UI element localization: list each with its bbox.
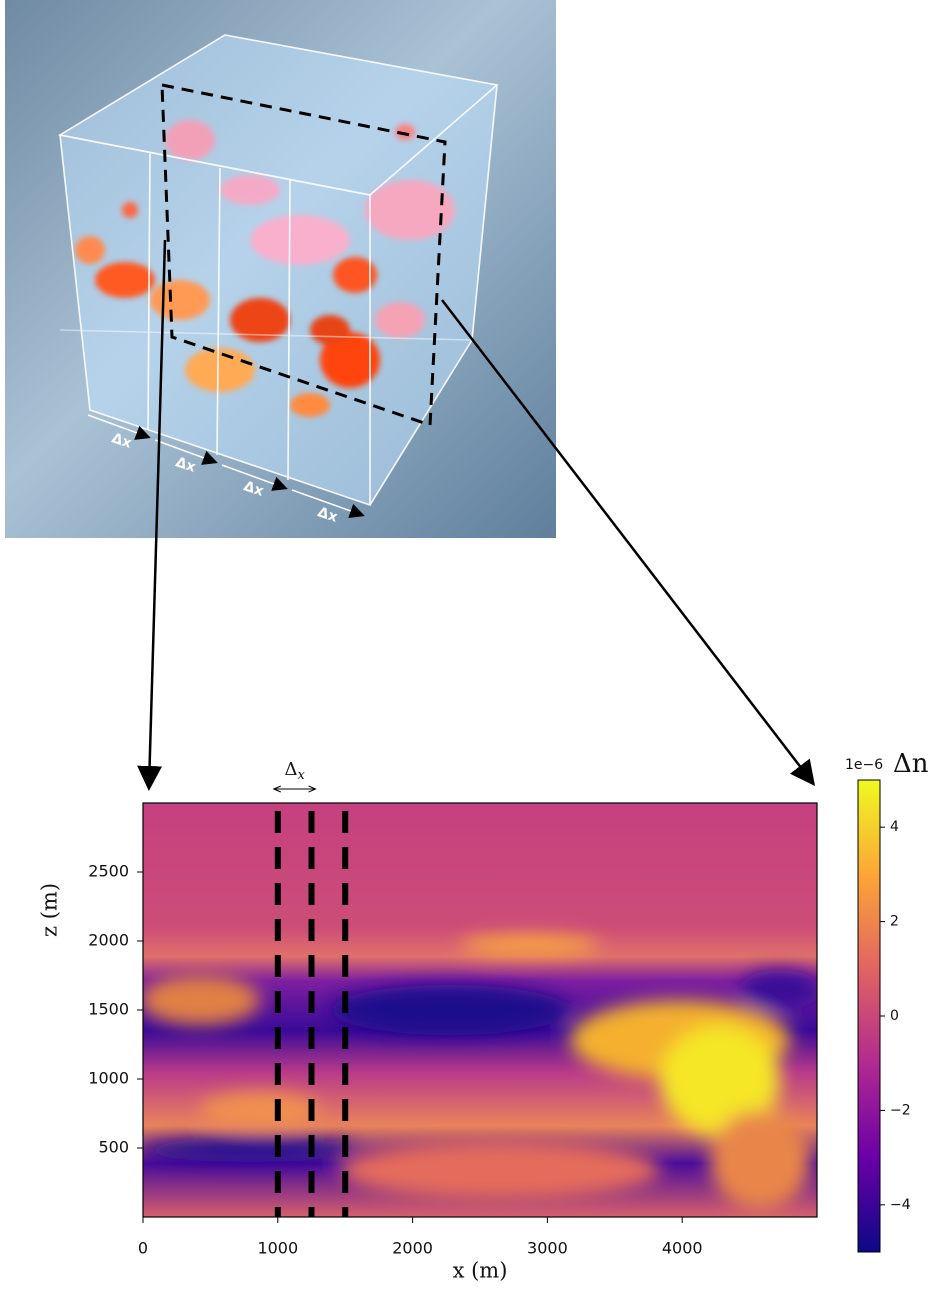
y-tick-label: 1000 (88, 1069, 129, 1088)
y-tick-label: 2500 (88, 862, 129, 881)
x-axis-label: x (m) (453, 1259, 508, 1283)
y-tick-label: 500 (98, 1138, 129, 1157)
colorbar-tick-label: 2 (890, 914, 899, 930)
x-tick-label: 4000 (662, 1239, 703, 1258)
dx-label: Δx (110, 430, 134, 451)
y-tick-label: 2000 (88, 931, 129, 950)
dx-label: Δx (316, 504, 340, 525)
annotation: Δx (284, 759, 305, 783)
annotation-text: Δ (284, 759, 297, 780)
x-tick-label: 2000 (392, 1239, 433, 1258)
heatmap-field (143, 803, 817, 1217)
x-tick-label: 1000 (257, 1239, 298, 1258)
colorbar-scale: 1e−6 (845, 757, 883, 773)
y-axis-label: z (m) (38, 883, 62, 937)
zoom-arrows (137, 239, 816, 791)
x-tick-label: 0 (138, 1239, 148, 1258)
colorbar-tick-label: 0 (890, 1008, 899, 1024)
annotation-subscript: x (297, 768, 305, 783)
x-tick-label: 3000 (527, 1239, 568, 1258)
dx-label: Δx (242, 478, 266, 499)
colorbar-tick-label: −2 (890, 1102, 911, 1118)
colorbar (857, 779, 881, 1253)
colorbar-tick-label: −4 (890, 1197, 911, 1213)
colorbar-tick-label: 4 (890, 819, 899, 835)
colorbar-label: Δn (893, 749, 929, 779)
y-tick-label: 1500 (88, 1000, 129, 1019)
render-3d (5, 0, 556, 538)
dx-label: Δx (174, 454, 198, 475)
